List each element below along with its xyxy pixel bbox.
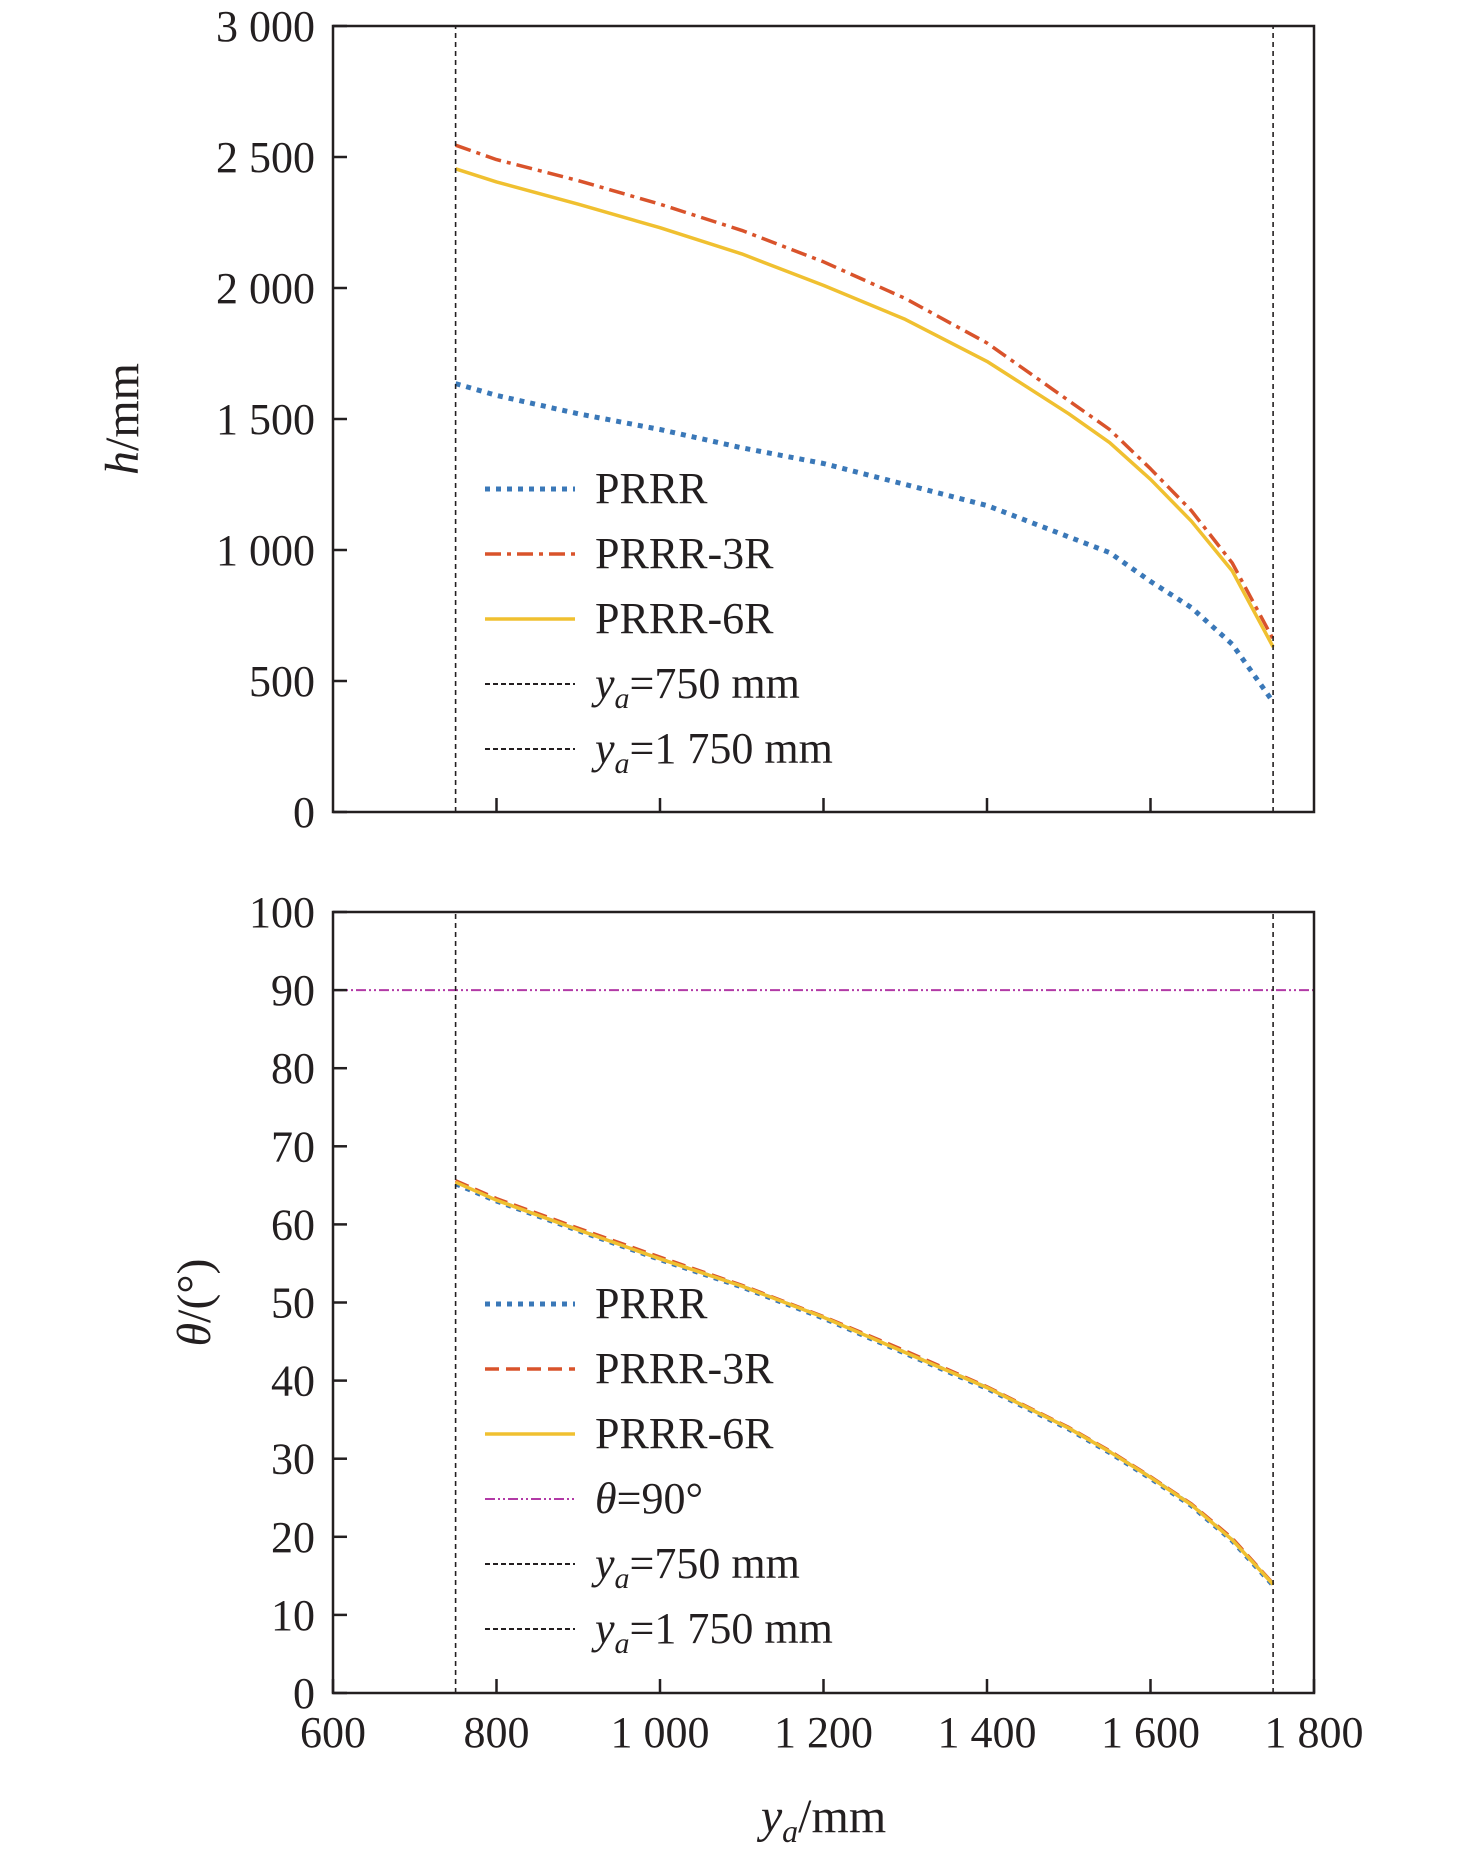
y-tick-label: 50 <box>271 1279 315 1328</box>
y-tick-label: 30 <box>271 1435 315 1484</box>
x-tick-label: 800 <box>464 1708 530 1757</box>
legend-label: ya=1 750 mm <box>591 724 833 780</box>
y-tick-label: 60 <box>271 1200 315 1249</box>
y-tick-label: 40 <box>271 1357 315 1406</box>
y-tick-label: 70 <box>271 1122 315 1171</box>
y-tick-label: 80 <box>271 1044 315 1093</box>
chart-theta-panel: 0 10 20 30 40 50 60 70 80 90 100 600 800 1 000 1 200 1 … <box>168 888 1364 1849</box>
y-tick-label: 10 <box>271 1591 315 1640</box>
series-line-prrr <box>454 1181 1275 1587</box>
legend-label: PRRR-3R <box>595 1344 774 1393</box>
y-tick-label: 1 000 <box>216 526 315 575</box>
series-line-prrr-6r <box>455 167 1275 648</box>
x-tick-label: 1 400 <box>938 1708 1037 1757</box>
x-tick-label: 600 <box>300 1708 366 1757</box>
legend-label: PRRR-3R <box>595 529 774 578</box>
series-line-prrr-3r <box>455 143 1275 640</box>
legend-label: PRRR <box>595 464 708 513</box>
legend-label: PRRR <box>595 1279 708 1328</box>
x-tick-label: 1 200 <box>774 1708 873 1757</box>
legend: PRRR PRRR-3R PRRR-6R ya=750 mm ya=1 750 mm <box>485 464 833 780</box>
y-axis-label: θ/(°) <box>168 1258 221 1346</box>
series-line-prrr <box>454 381 1276 704</box>
legend-label: ya=750 mm <box>591 1539 800 1595</box>
y-tick-label: 2 000 <box>216 264 315 313</box>
legend-label: θ=90° <box>595 1474 703 1523</box>
legend-label: ya=1 750 mm <box>591 1604 833 1660</box>
series-line-prrr-3r <box>454 1179 1275 1585</box>
x-axis-label: ya/mm <box>756 1790 886 1849</box>
y-axis-label: h/mm <box>96 363 149 475</box>
y-tick-label: 3 000 <box>216 2 315 51</box>
y-tick-label: 20 <box>271 1513 315 1562</box>
y-tick-label: 0 <box>293 1669 315 1718</box>
x-tick-label: 1 000 <box>611 1708 710 1757</box>
y-tick-label: 2 500 <box>216 133 315 182</box>
y-tick-label: 500 <box>249 657 315 706</box>
plot-frame <box>331 910 1316 1695</box>
legend-label: PRRR-6R <box>595 594 774 643</box>
legend-label: ya=750 mm <box>591 659 800 715</box>
y-tick-label: 100 <box>249 888 315 937</box>
legend: PRRR PRRR-3R PRRR-6R θ=90° ya=750 mm ya=1 750… <box>485 1279 833 1660</box>
x-tick-label: 1 600 <box>1101 1708 1200 1757</box>
legend-label: PRRR-6R <box>595 1409 774 1458</box>
y-tick-label: 1 500 <box>216 395 315 444</box>
series-line-prrr-6r <box>454 1180 1275 1586</box>
x-tick-label: 1 800 <box>1265 1708 1364 1757</box>
y-tick-label: 0 <box>293 788 315 837</box>
plot-frame <box>331 24 1316 814</box>
y-tick-label: 90 <box>271 966 315 1015</box>
